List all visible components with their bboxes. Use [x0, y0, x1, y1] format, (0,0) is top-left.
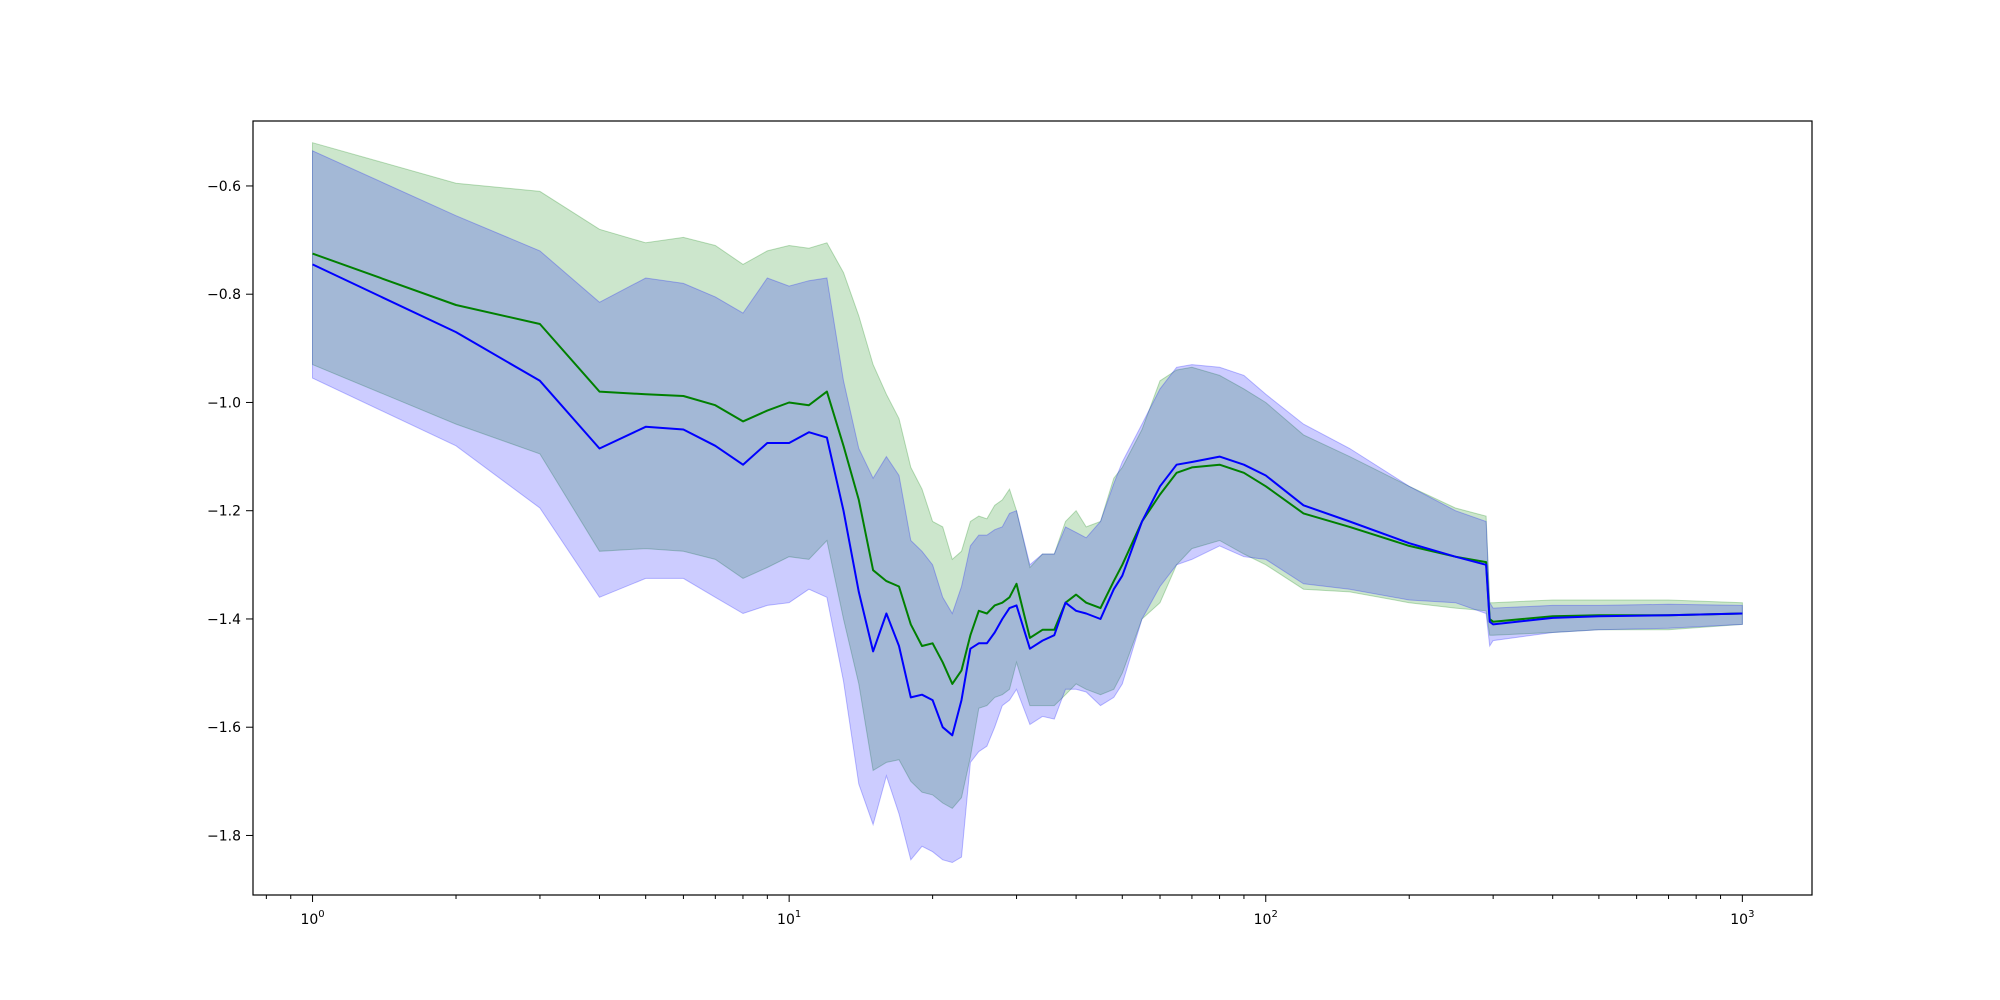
- band-green: [312, 142, 1743, 810]
- x-tick-label: 103: [1730, 909, 1754, 928]
- y-tick-label: −1.8: [207, 828, 241, 844]
- y-axis: −0.6 −0.8 −1.0 −1.2 −1.4 −1.6 −1.8: [207, 179, 253, 844]
- band-blue: [312, 150, 1743, 864]
- y-tick-label: −0.6: [207, 179, 241, 195]
- x-tick-label: 100: [300, 909, 324, 928]
- series-line-blue: [312, 263, 1743, 737]
- x-tick-label: 102: [1254, 909, 1278, 928]
- y-tick-label: −1.0: [207, 395, 241, 411]
- confidence-bands: [312, 142, 1743, 864]
- y-tick-label: −1.2: [207, 504, 241, 520]
- x-axis: 100 101 102 103: [265, 895, 1754, 928]
- series-line-green: [312, 252, 1743, 685]
- series-lines: [312, 252, 1743, 737]
- x-tick-label: 101: [777, 909, 801, 928]
- plot-area-frame: [252, 120, 1813, 896]
- y-tick-label: −1.6: [207, 720, 241, 736]
- y-tick-label: −0.8: [207, 287, 241, 303]
- y-tick-label: −1.4: [207, 612, 241, 628]
